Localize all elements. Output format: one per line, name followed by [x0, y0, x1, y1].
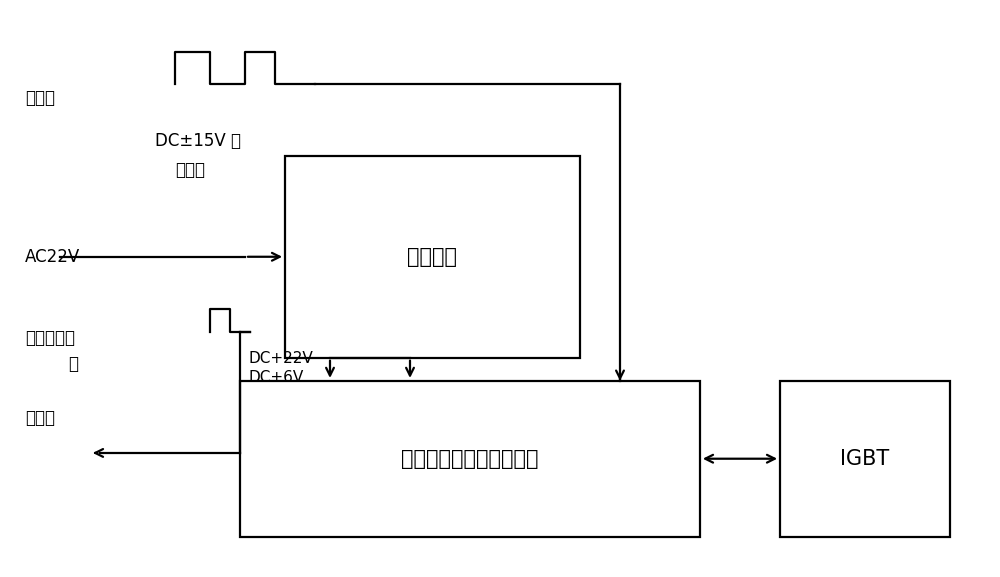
Bar [285, 156, 580, 358]
Text: 动信号: 动信号 [175, 161, 205, 179]
Text: IGBT: IGBT [840, 449, 890, 469]
Text: 号: 号 [68, 354, 78, 373]
Bar [240, 381, 700, 537]
Text: DC±15V 驱: DC±15V 驱 [155, 132, 241, 151]
Text: 上位机: 上位机 [25, 409, 55, 428]
Text: DC+22V: DC+22V [248, 351, 313, 366]
Text: DC+6V: DC+6V [248, 370, 303, 385]
Text: AC22V: AC22V [25, 248, 80, 266]
Text: 电源电路: 电源电路 [408, 247, 458, 267]
Text: 故障反馈、隔离驱动电路: 故障反馈、隔离驱动电路 [401, 449, 539, 469]
Text: 上位机: 上位机 [25, 89, 55, 107]
Bar [780, 381, 950, 537]
Text: 故障反馈信: 故障反馈信 [25, 328, 75, 347]
